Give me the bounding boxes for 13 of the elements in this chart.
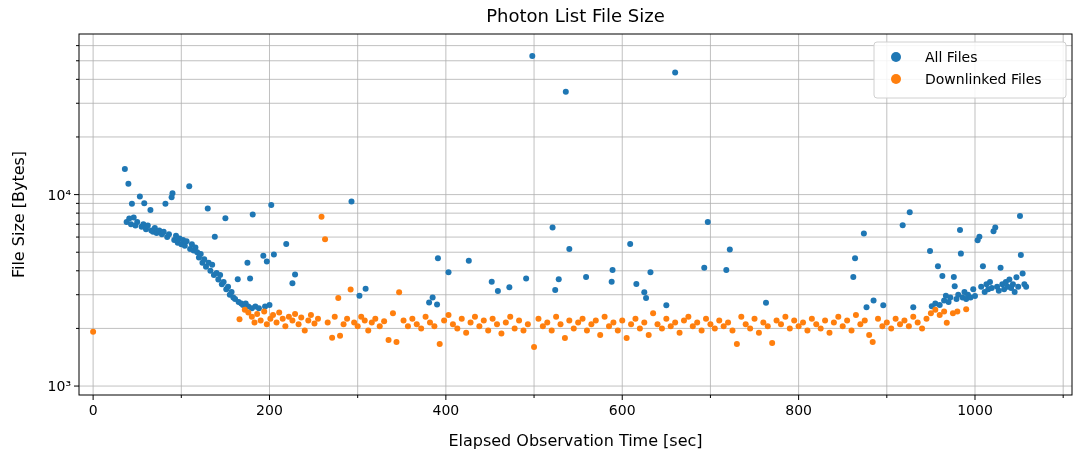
y-tick-label: 10⁴ (47, 186, 72, 203)
legend-label: All Files (925, 49, 978, 65)
x-tick-label: 0 (88, 402, 98, 418)
chart-title: Photon List File Size (486, 5, 665, 26)
x-tick-label: 400 (432, 402, 460, 418)
y-axis-title: File Size [Bytes] (9, 150, 28, 279)
x-tick-label: 200 (256, 402, 283, 418)
legend-label: Downlinked Files (925, 71, 1042, 87)
x-tick-label: 1000 (957, 402, 993, 418)
x-tick-label: 600 (608, 402, 636, 418)
y-tick-label: 10³ (47, 378, 71, 395)
x-tick-label: 800 (785, 402, 812, 418)
x-axis-title: Elapsed Observation Time [sec] (448, 431, 703, 450)
